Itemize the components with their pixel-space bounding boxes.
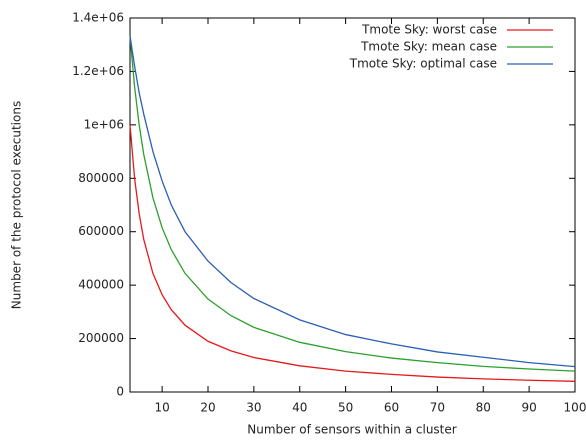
legend-label: Tmote Sky: worst case [361,23,497,37]
x-tick-label: 10 [154,401,169,415]
y-tick-label: 600000 [78,224,124,238]
plot-frame [129,17,576,393]
x-tick-label: 80 [476,401,491,415]
y-tick-label: 1e+06 [84,117,124,131]
y-tick-label: 800000 [78,171,124,185]
data-line [129,35,576,372]
x-tick-label: 40 [292,401,307,415]
x-tick-label: 50 [338,401,353,415]
x-axis-title: Number of sensors within a cluster [247,423,456,437]
y-tick-label: 200000 [78,331,124,345]
x-tick-label: 100 [564,401,586,415]
y-tick-label: 0 [116,385,124,399]
x-tick-label: 20 [200,401,215,415]
legend-label: Tmote Sky: optimal case [349,57,497,71]
x-tick-label: 30 [246,401,261,415]
y-tick-label: 1.2e+06 [72,64,124,78]
x-tick-label: 60 [384,401,399,415]
data-line [129,124,576,382]
x-tick-label: 70 [430,401,445,415]
legend-label: Tmote Sky: mean case [360,40,497,54]
data-line [129,35,576,368]
y-tick-label: 400000 [78,278,124,292]
y-axis-title: Number of the protocol executions [10,101,24,309]
y-tick-label: 1.4e+06 [72,11,124,25]
x-tick-label: 90 [521,401,536,415]
